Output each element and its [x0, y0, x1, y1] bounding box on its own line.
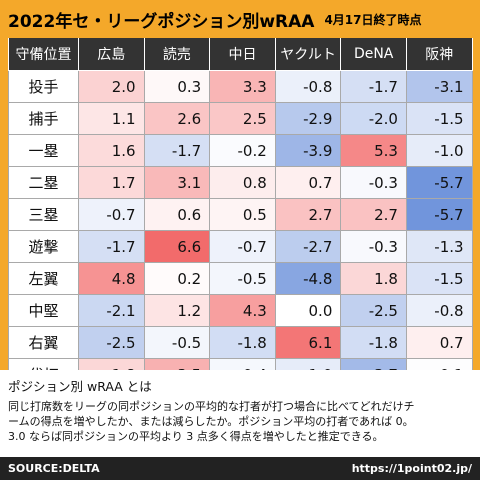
value-cell: 0.7 — [274, 166, 342, 199]
value-cell: 3.3 — [209, 70, 276, 103]
column-header-team: 中日 — [209, 38, 276, 71]
row-position-label: 二塁 — [8, 166, 79, 199]
value-cell: -5.7 — [405, 198, 473, 231]
table-row: 三塁 -0.7 0.6 0.5 2.7 2.7 -5.7 — [8, 198, 473, 231]
value-cell: -1.7 — [143, 134, 211, 167]
explanation-line: 同じ打席数をリーグの同ポジションの平均的な打者が打つ場合に比べてどれだけチ — [8, 400, 415, 413]
row-position-label: 投手 — [8, 70, 79, 103]
wraa-table: 守備位置 広島 読売 中日 ヤクルト DeNA 阪神 投手 2.0 0.3 3.… — [8, 38, 473, 391]
value-cell: -1.5 — [405, 102, 473, 135]
column-header-team: ヤクルト — [274, 38, 342, 71]
value-cell: 1.1 — [78, 102, 145, 135]
value-cell: 4.3 — [209, 294, 276, 327]
column-header-team: 読売 — [143, 38, 211, 71]
value-cell: 5.3 — [340, 134, 407, 167]
value-cell: -1.5 — [405, 262, 473, 295]
value-cell: -2.5 — [78, 326, 145, 359]
value-cell: 0.6 — [143, 198, 211, 231]
row-position-label: 一塁 — [8, 134, 79, 167]
row-position-label: 三塁 — [8, 198, 79, 231]
value-cell: -0.8 — [274, 70, 342, 103]
value-cell: 6.6 — [143, 230, 211, 263]
title-bar: 2022年セ・リーグポジション別wRAA 4月17日終了時点 — [0, 0, 480, 38]
explanation-box: ポジション別 wRAA とは 同じ打席数をリーグの同ポジションの平均的な打者が打… — [0, 370, 480, 457]
table-row: 二塁 1.7 3.1 0.8 0.7 -0.3 -5.7 — [8, 166, 473, 199]
value-cell: -3.1 — [405, 70, 473, 103]
value-cell: -0.2 — [209, 134, 276, 167]
value-cell: -2.7 — [274, 230, 342, 263]
value-cell: 0.8 — [209, 166, 276, 199]
value-cell: -0.8 — [405, 294, 473, 327]
value-cell: -2.5 — [340, 294, 407, 327]
source-label: SOURCE:DELTA — [8, 462, 100, 475]
table-row: 中堅 -2.1 1.2 4.3 0.0 -2.5 -0.8 — [8, 294, 473, 327]
value-cell: -5.7 — [405, 166, 473, 199]
column-header-team: 阪神 — [405, 38, 473, 71]
value-cell: 4.8 — [78, 262, 145, 295]
explanation-body: 同じ打席数をリーグの同ポジションの平均的な打者が打つ場合に比べてどれだけチ ーム… — [8, 399, 472, 444]
row-position-label: 捕手 — [8, 102, 79, 135]
table-row: 右翼 -2.5 -0.5 -1.8 6.1 -1.8 0.7 — [8, 326, 473, 359]
value-cell: 2.6 — [143, 102, 211, 135]
value-cell: 0.5 — [209, 198, 276, 231]
table-row: 左翼 4.8 0.2 -0.5 -4.8 1.8 -1.5 — [8, 262, 473, 295]
value-cell: 2.0 — [78, 70, 145, 103]
row-position-label: 遊撃 — [8, 230, 79, 263]
value-cell: -1.3 — [405, 230, 473, 263]
table-row: 遊撃 -1.7 6.6 -0.7 -2.7 -0.3 -1.3 — [8, 230, 473, 263]
table-row: 捕手 1.1 2.6 2.5 -2.9 -2.0 -1.5 — [8, 102, 473, 135]
column-header-team: DeNA — [340, 38, 407, 71]
value-cell: -3.9 — [274, 134, 342, 167]
value-cell: -1.0 — [405, 134, 473, 167]
value-cell: -0.5 — [209, 262, 276, 295]
page-title: 2022年セ・リーグポジション別wRAA — [8, 11, 315, 32]
value-cell: -1.7 — [78, 230, 145, 263]
value-cell: -1.7 — [340, 70, 407, 103]
value-cell: 1.6 — [78, 134, 145, 167]
value-cell: -4.8 — [274, 262, 342, 295]
table-header-row: 守備位置 広島 読売 中日 ヤクルト DeNA 阪神 — [8, 38, 473, 71]
site-url: https://1point02.jp/ — [351, 462, 472, 475]
value-cell: 0.0 — [274, 294, 342, 327]
wraa-table-panel: 守備位置 広島 読売 中日 ヤクルト DeNA 阪神 投手 2.0 0.3 3.… — [8, 38, 473, 391]
column-header-position: 守備位置 — [8, 38, 79, 71]
value-cell: -2.0 — [340, 102, 407, 135]
row-position-label: 右翼 — [8, 326, 79, 359]
value-cell: 2.5 — [209, 102, 276, 135]
value-cell: -1.8 — [340, 326, 407, 359]
value-cell: -0.5 — [143, 326, 211, 359]
row-position-label: 中堅 — [8, 294, 79, 327]
explanation-line: 3.0 ならば同ポジションの平均より 3 点多く得点を増やしたと推定できる。 — [8, 430, 384, 443]
value-cell: -2.9 — [274, 102, 342, 135]
value-cell: 0.2 — [143, 262, 211, 295]
value-cell: -2.1 — [78, 294, 145, 327]
footer-bar: SOURCE:DELTA https://1point02.jp/ — [0, 457, 480, 480]
value-cell: 2.7 — [340, 198, 407, 231]
value-cell: 0.3 — [143, 70, 211, 103]
value-cell: -1.8 — [209, 326, 276, 359]
value-cell: -0.7 — [78, 198, 145, 231]
table-row: 一塁 1.6 -1.7 -0.2 -3.9 5.3 -1.0 — [8, 134, 473, 167]
explanation-heading: ポジション別 wRAA とは — [8, 379, 152, 394]
value-cell: 1.2 — [143, 294, 211, 327]
value-cell: 1.7 — [78, 166, 145, 199]
row-position-label: 左翼 — [8, 262, 79, 295]
explanation-line: ームの得点を増やしたか、または減らしたか。ポジション平均の打者であれば 0。 — [8, 415, 414, 428]
value-cell: 3.1 — [143, 166, 211, 199]
value-cell: -0.7 — [209, 230, 276, 263]
column-header-team: 広島 — [78, 38, 145, 71]
value-cell: -0.3 — [340, 166, 407, 199]
value-cell: 0.7 — [405, 326, 473, 359]
table-row: 投手 2.0 0.3 3.3 -0.8 -1.7 -3.1 — [8, 70, 473, 103]
value-cell: -0.3 — [340, 230, 407, 263]
value-cell: 6.1 — [274, 326, 342, 359]
value-cell: 2.7 — [274, 198, 342, 231]
value-cell: 1.8 — [340, 262, 407, 295]
date-label: 4月17日終了時点 — [324, 12, 422, 27]
